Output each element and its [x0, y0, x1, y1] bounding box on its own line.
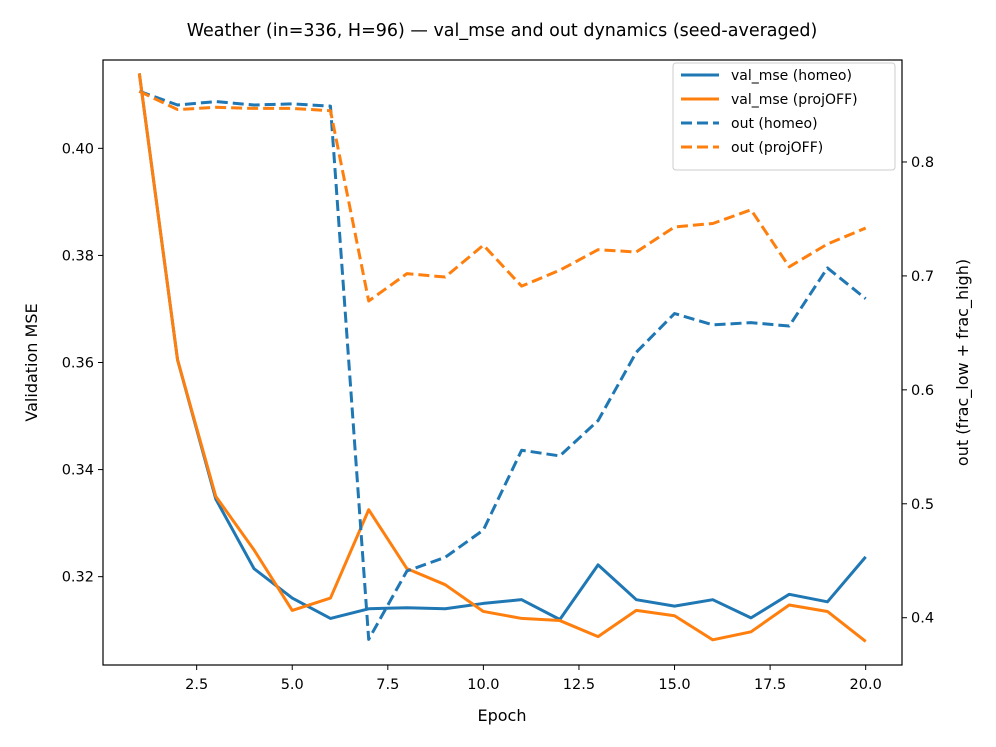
x-tick-label: 5.0: [281, 677, 304, 693]
y-axis-label: Validation MSE: [22, 303, 41, 421]
x-tick-label: 17.5: [754, 677, 786, 693]
plot-area: [137, 73, 867, 643]
y-tick-label: 0.32: [62, 570, 94, 586]
y-tick-label: 0.40: [62, 141, 94, 157]
x-tick-label: 2.5: [185, 677, 208, 693]
legend-label: out (homeo): [731, 116, 818, 132]
series-line-val-mse-homeo: [137, 73, 867, 621]
y-tick-label: 0.36: [62, 356, 94, 372]
y-tick-label: 0.38: [62, 248, 94, 264]
legend-label: out (projOFF): [731, 140, 823, 156]
y-right-tick-label: 0.7: [911, 269, 934, 285]
series-line-out-projoff: [138, 89, 867, 303]
x-tick-label: 10.0: [467, 677, 499, 693]
y-right-tick-label: 0.5: [911, 497, 934, 513]
legend-label: val_mse (homeo): [731, 68, 852, 84]
x-axis-label: Epoch: [478, 706, 527, 725]
series-line-out-homeo: [138, 89, 867, 641]
series-line-val-mse-projoff: [137, 73, 867, 643]
legend: val_mse (homeo) val_mse (projOFF) out (hom…: [672, 62, 896, 171]
x-tick-label: 12.5: [563, 677, 595, 693]
x-tick-label: 15.0: [658, 677, 690, 693]
axis-ticks: 2.5 5.0 7.5 10.0 12.5 15.0 17.5 20.0 0.32 0.34 0.3…: [62, 141, 934, 693]
y-tick-label: 0.34: [62, 463, 94, 479]
y-right-tick-label: 0.4: [911, 611, 934, 627]
y-right-tick-label: 0.6: [911, 383, 934, 399]
y-right-tick-label: 0.8: [911, 155, 934, 171]
chart-title: Weather (in=336, H=96) — val_mse and out…: [187, 21, 818, 41]
x-tick-label: 7.5: [376, 677, 399, 693]
legend-label: val_mse (projOFF): [731, 92, 858, 108]
y-right-axis-label: out (frac_low + frac_high): [953, 259, 973, 466]
x-tick-label: 20.0: [850, 677, 882, 693]
legend-box: [672, 62, 896, 171]
